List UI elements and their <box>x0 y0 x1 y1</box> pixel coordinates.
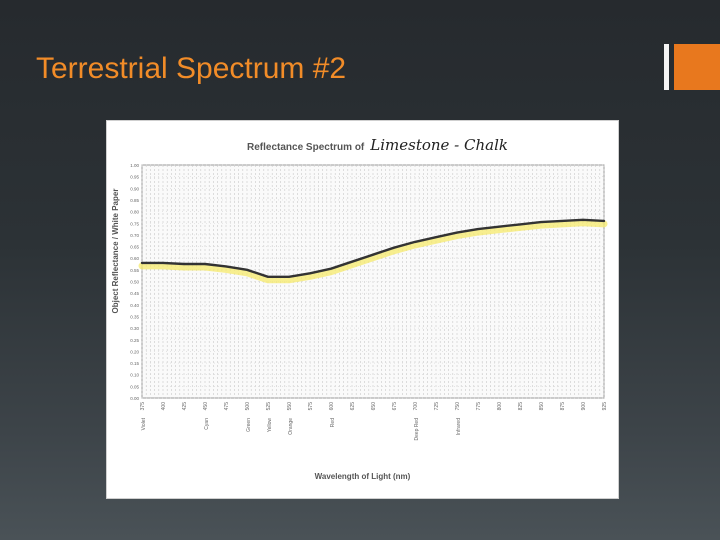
y-tick-label: 0.35 <box>130 314 139 319</box>
chart-title: Reflectance Spectrum of Limestone - Chalk <box>107 136 618 154</box>
x-tick-label: 375 <box>140 402 146 411</box>
data-point <box>582 218 584 221</box>
color-band-label: Orange <box>288 418 294 435</box>
data-point <box>330 267 332 270</box>
data-point <box>246 269 248 271</box>
y-tick-label: 0.80 <box>130 210 139 215</box>
reflectance-chart: 0.00 0.05 0.10 0.15 0.20 0.25 0.30 0.35 0.40 0.45… <box>130 163 608 441</box>
x-tick-label: 650 <box>371 402 377 411</box>
data-point <box>414 241 416 243</box>
y-tick-label: 0.85 <box>130 198 139 203</box>
data-point <box>288 276 290 278</box>
x-tick-label: 400 <box>161 402 167 411</box>
data-point <box>435 236 437 239</box>
data-point <box>498 225 500 228</box>
x-tick-label: 875 <box>560 402 566 411</box>
data-point <box>561 220 563 222</box>
color-band-label: Cyan <box>204 418 210 430</box>
x-tick-label: 525 <box>266 402 272 411</box>
y-tick-label: 0.45 <box>130 291 139 296</box>
data-point <box>456 231 458 234</box>
x-axis-label: Wavelength of Light (nm) <box>314 472 411 481</box>
y-tick-label: 0.95 <box>130 175 139 180</box>
data-point <box>393 246 395 249</box>
x-tick-label: 750 <box>455 402 461 411</box>
y-tick-label: 0.75 <box>130 221 139 226</box>
data-point <box>162 262 164 264</box>
x-tick-label: 575 <box>308 402 314 411</box>
x-tick-label: 500 <box>245 402 251 411</box>
data-point <box>225 265 227 268</box>
data-point <box>540 221 542 223</box>
y-tick-label: 0.15 <box>130 361 139 366</box>
data-point <box>183 263 185 265</box>
chart-title-handwritten: Limestone - Chalk <box>370 136 508 154</box>
y-tick-label: 0.05 <box>130 384 139 389</box>
reflectance-highlight <box>138 219 608 284</box>
color-band-label: Green <box>246 418 252 432</box>
slide-title: Terrestrial Spectrum #2 <box>36 52 347 85</box>
y-tick-label: 0.40 <box>130 303 139 308</box>
y-tick-label: 0.50 <box>130 280 139 285</box>
x-tick-label: 900 <box>581 402 587 411</box>
x-tick-label: 475 <box>224 402 230 411</box>
x-tick-label: 675 <box>392 402 398 411</box>
color-band-label: Violet <box>141 417 147 430</box>
color-band-label: Red <box>330 418 336 427</box>
chart-title-printed: Reflectance Spectrum of <box>247 142 365 153</box>
data-point <box>204 263 206 265</box>
data-point <box>141 262 143 264</box>
x-tick-label: 825 <box>518 402 524 411</box>
x-tick-label: 625 <box>350 402 356 411</box>
y-tick-label: 0.90 <box>130 186 139 191</box>
data-point <box>477 228 479 230</box>
x-tick-label: 450 <box>203 402 209 411</box>
y-tick-label: 0.55 <box>130 268 139 273</box>
x-tick-label: 550 <box>287 402 293 411</box>
y-axis-label: Object Reflectance / White Paper <box>111 188 120 314</box>
x-tick-label: 725 <box>434 402 440 411</box>
data-point <box>267 276 269 278</box>
y-tick-label: 0.20 <box>130 349 139 354</box>
color-band-label: Yellow <box>267 418 273 433</box>
accent-block <box>674 44 720 90</box>
color-band-label: Deep Red <box>414 418 420 441</box>
x-tick-label: 775 <box>476 402 482 411</box>
x-tick-label: 850 <box>539 402 545 411</box>
data-point <box>372 253 374 256</box>
x-tick-label: 700 <box>413 402 419 411</box>
data-point <box>351 260 353 263</box>
color-band-label: Infrared <box>456 418 462 435</box>
y-tick-label: 0.10 <box>130 373 139 378</box>
y-tick-label: 0.70 <box>130 233 139 238</box>
data-point <box>603 220 605 222</box>
y-tick-label: 0.60 <box>130 256 139 261</box>
accent-bar <box>664 44 669 90</box>
x-tick-label: 800 <box>497 402 503 411</box>
x-tick-label: 925 <box>602 402 608 411</box>
data-point <box>309 272 311 275</box>
chart-image: 0.00 0.05 0.10 0.15 0.20 0.25 0.30 0.35 0.40 0.45… <box>107 121 618 498</box>
y-tick-label: 1.00 <box>130 163 139 168</box>
y-tick-label: 0.30 <box>130 326 139 331</box>
x-tick-label: 600 <box>329 402 335 411</box>
y-tick-label: 0.00 <box>130 396 139 401</box>
y-tick-label: 0.65 <box>130 245 139 250</box>
data-point <box>519 223 521 226</box>
y-tick-label: 0.25 <box>130 338 139 343</box>
x-tick-label: 425 <box>182 402 188 411</box>
